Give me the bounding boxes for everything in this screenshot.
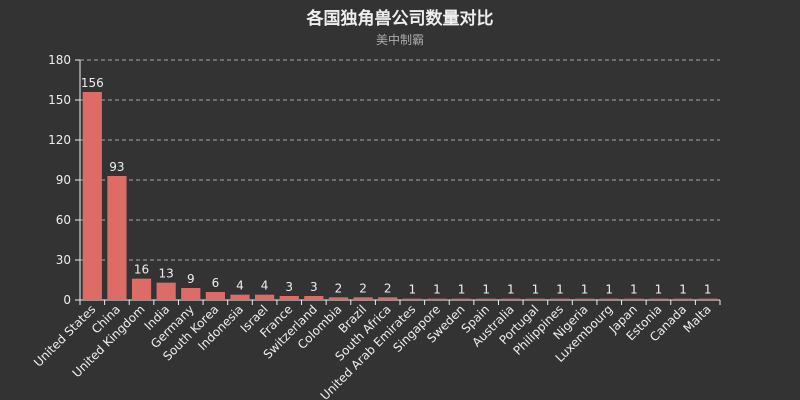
y-tick-label: 180 <box>48 53 71 67</box>
y-tick-label: 90 <box>56 173 71 187</box>
data-label: 1 <box>704 283 712 297</box>
data-label: 1 <box>630 283 638 297</box>
bar[interactable] <box>230 294 250 300</box>
bar[interactable] <box>476 298 496 300</box>
data-label: 2 <box>384 281 392 295</box>
bar[interactable] <box>575 298 595 300</box>
bar[interactable] <box>648 298 669 300</box>
data-label: 1 <box>433 283 441 297</box>
data-label: 9 <box>187 272 195 286</box>
data-label: 1 <box>581 283 589 297</box>
bar[interactable] <box>181 288 201 300</box>
data-label: 1 <box>507 283 515 297</box>
data-label: 156 <box>81 76 104 90</box>
data-label: 1 <box>605 283 613 297</box>
bar[interactable] <box>550 298 570 300</box>
data-label: 3 <box>285 280 293 294</box>
bar[interactable] <box>698 298 718 300</box>
bar[interactable] <box>255 294 275 300</box>
bar[interactable] <box>82 92 102 300</box>
y-tick-label: 0 <box>63 293 71 307</box>
bar[interactable] <box>501 298 521 300</box>
bar[interactable] <box>156 282 176 300</box>
data-label: 2 <box>335 281 343 295</box>
data-label: 16 <box>134 263 149 277</box>
bar[interactable] <box>279 296 299 300</box>
data-label: 1 <box>482 283 490 297</box>
data-label: 3 <box>310 280 318 294</box>
bar[interactable] <box>402 298 422 300</box>
y-tick-label: 150 <box>48 93 71 107</box>
bar[interactable] <box>378 297 398 300</box>
data-label: 4 <box>236 279 244 293</box>
bar[interactable] <box>673 298 693 300</box>
bar[interactable] <box>131 278 152 300</box>
data-label: 1 <box>532 283 540 297</box>
y-tick-label: 30 <box>56 253 71 267</box>
data-label: 93 <box>109 160 124 174</box>
data-label: 1 <box>408 283 416 297</box>
y-tick-label: 120 <box>48 133 71 147</box>
data-label: 1 <box>679 283 687 297</box>
data-label: 4 <box>261 279 269 293</box>
chart-subtitle: 美中制霸 <box>375 33 424 47</box>
chart-title: 各国独角兽公司数量对比 <box>306 9 494 29</box>
bar[interactable] <box>525 298 545 300</box>
data-label: 6 <box>212 276 220 290</box>
bar[interactable] <box>107 176 127 300</box>
bar[interactable] <box>427 298 447 300</box>
bar[interactable] <box>304 296 324 300</box>
data-label: 1 <box>556 283 564 297</box>
data-label: 2 <box>359 281 367 295</box>
y-tick-label: 60 <box>56 213 71 227</box>
bar[interactable] <box>451 298 472 300</box>
x-tick-label: Malta <box>681 302 714 335</box>
bar[interactable] <box>205 292 225 300</box>
data-label: 1 <box>655 283 663 297</box>
bar[interactable] <box>599 298 619 300</box>
bar[interactable] <box>328 297 349 300</box>
bar[interactable] <box>624 298 644 300</box>
bar[interactable] <box>353 297 373 300</box>
data-label: 13 <box>159 267 174 281</box>
data-label: 1 <box>458 283 466 297</box>
